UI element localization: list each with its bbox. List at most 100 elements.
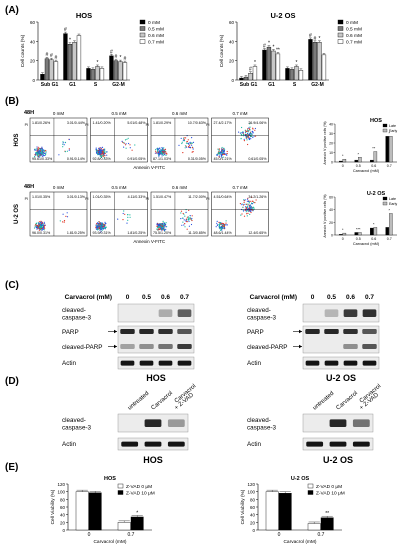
flow-event-dot	[157, 150, 159, 152]
bar	[369, 159, 374, 163]
flow-event-dot	[184, 226, 186, 228]
x-tick-label: S	[94, 82, 98, 88]
flow-event-dot	[33, 227, 36, 229]
flow-event-dot	[247, 143, 249, 146]
bar	[117, 522, 131, 531]
quadrant-lr: 0.91/0.14%	[67, 157, 86, 161]
flow-event-dot	[248, 207, 250, 209]
flow-event-dot	[221, 154, 223, 156]
flow-event-dot	[99, 155, 101, 157]
flow-event-dot	[101, 150, 104, 152]
bar	[40, 73, 45, 81]
flow-event-dot	[249, 132, 251, 134]
flow-event-dot	[165, 226, 167, 228]
flow-event-dot	[159, 226, 161, 228]
flow-event-dot	[187, 218, 189, 220]
band-label-actin: Actin	[62, 360, 76, 367]
flow-event-dot	[163, 223, 165, 225]
bar	[63, 33, 68, 81]
flow-event-dot	[42, 228, 45, 230]
flow-event-dot	[101, 149, 103, 151]
flow-event-dot	[184, 147, 186, 149]
flow-event-dot	[103, 150, 105, 152]
arrow-head	[299, 344, 302, 349]
flow-event-dot	[37, 225, 39, 228]
flow-event-dot	[248, 204, 250, 206]
flow-event-dot	[220, 224, 223, 226]
x-tick-label: G1	[69, 82, 76, 88]
band-cleaved-parp	[139, 344, 154, 349]
arrow-head	[114, 344, 117, 349]
flow-event-dot	[250, 210, 252, 212]
flow-event-dot	[186, 216, 188, 218]
flow-event-dot	[62, 141, 64, 143]
flow-event-dot	[253, 201, 255, 204]
chart-title: U-2 OS	[270, 11, 295, 20]
x-axis-label: Carvacrol (mM)	[283, 539, 316, 545]
flow-event-dot	[41, 221, 44, 223]
bar	[342, 232, 347, 236]
flow-event-dot	[41, 225, 43, 227]
bar	[122, 62, 128, 81]
bar	[109, 55, 114, 81]
y-tick-label: 0	[62, 528, 65, 533]
quadrant-lr: 0.31/0.05%	[188, 157, 207, 161]
flow-event-dot	[104, 152, 106, 155]
flow-event-dot	[245, 206, 247, 208]
flow-event-dot	[102, 155, 105, 157]
flow-event-dot	[43, 154, 45, 156]
bar	[312, 42, 318, 81]
lane-label: untreated	[127, 391, 150, 412]
flow-event-dot	[247, 129, 249, 131]
annexin-axis-label: Annexin V-FITC	[133, 239, 166, 244]
flow-event-dot	[102, 226, 104, 228]
flow-event-dot	[246, 198, 249, 200]
flow-event-dot	[185, 137, 187, 139]
legend-label: 0.7 mM	[346, 40, 362, 46]
flow-event-dot	[186, 141, 188, 143]
pi-axis-label: PI	[25, 123, 28, 127]
flow-event-dot	[101, 155, 103, 157]
flow-event-dot	[224, 227, 226, 229]
flow-event-dot	[184, 215, 186, 217]
flow-event-dot	[99, 148, 101, 150]
flow-event-dot	[246, 130, 248, 132]
flow-event-dot	[98, 152, 100, 154]
bar	[354, 159, 358, 163]
flow-event-dot	[39, 152, 41, 154]
chart-title: U-2 OS	[291, 476, 310, 482]
flow-event-dot	[98, 226, 100, 228]
flow-event-dot	[181, 141, 183, 143]
flow-event-dot	[223, 150, 225, 152]
flow-event-dot	[35, 149, 37, 151]
legend-swatch	[382, 123, 388, 128]
flow-cytometry-hos: 48H HOS 0 mM 1.81/0.26% 3.01/0.44% 95.61/0.33…	[14, 110, 269, 170]
western-blot-d-u2os: untreated Carvacrol Carvacrol+ Z-VADcleave…	[247, 383, 382, 465]
flow-event-dot	[254, 127, 256, 130]
y-tick-label: 40	[229, 39, 235, 44]
legend-label: Late	[389, 197, 396, 201]
flow-event-dot	[160, 226, 162, 228]
flow-event-dot	[240, 214, 242, 216]
flow-event-dot	[98, 224, 100, 226]
dose-label: 0.7	[180, 294, 189, 301]
flow-event-dot	[244, 209, 246, 211]
flow-event-dot	[125, 147, 127, 149]
flow-event-dot	[219, 228, 221, 230]
flow-event-dot	[192, 147, 194, 149]
band-cleaved-caspase-3	[167, 419, 185, 427]
flow-event-dot	[249, 126, 251, 128]
legend-label: Z-VAD 10 μM	[126, 491, 155, 497]
flow-event-dot	[247, 210, 249, 212]
x-tick-label: S	[293, 82, 297, 88]
flow-event-dot	[241, 126, 243, 129]
flow-event-dot	[104, 150, 106, 152]
legend-swatch	[337, 19, 344, 25]
flow-event-dot	[155, 148, 157, 151]
flow-event-dot	[127, 137, 129, 139]
flow-event-dot	[158, 149, 160, 151]
quadrant-ul: 4.51/0.64%	[214, 195, 233, 199]
bar	[130, 516, 144, 531]
legend-label: Z-VAD 0 μM	[316, 484, 342, 490]
legend-swatch	[337, 39, 344, 44]
